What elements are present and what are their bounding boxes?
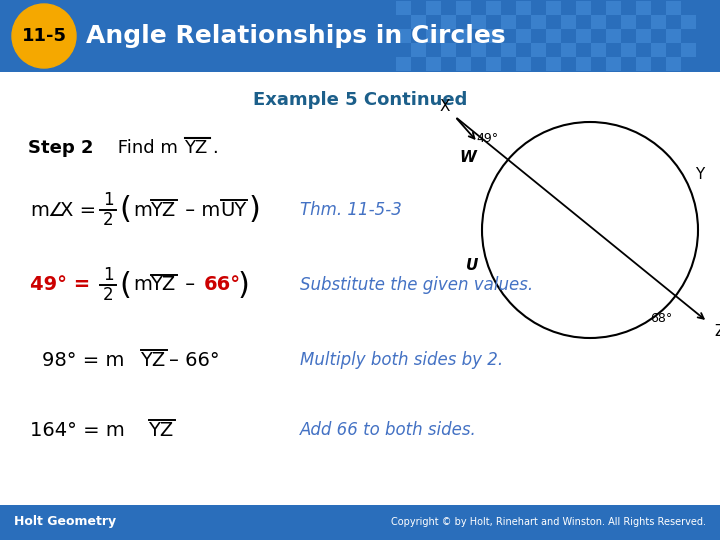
Text: 2: 2 bbox=[103, 286, 113, 304]
Bar bbox=[546, 1, 561, 15]
Bar bbox=[516, 29, 531, 43]
Text: Multiply both sides by 2.: Multiply both sides by 2. bbox=[300, 351, 503, 369]
Bar bbox=[621, 15, 636, 29]
Bar bbox=[531, 43, 546, 57]
Bar bbox=[396, 29, 411, 43]
Bar bbox=[411, 43, 426, 57]
Bar bbox=[456, 29, 471, 43]
Bar bbox=[636, 57, 651, 71]
Text: –: – bbox=[179, 275, 202, 294]
Text: UY: UY bbox=[220, 200, 246, 219]
Text: m: m bbox=[133, 275, 152, 294]
Bar bbox=[546, 29, 561, 43]
Bar bbox=[441, 43, 456, 57]
Bar bbox=[666, 29, 681, 43]
Bar bbox=[486, 29, 501, 43]
Text: 164° = m: 164° = m bbox=[30, 421, 125, 440]
Text: X: X bbox=[440, 99, 450, 114]
Text: YZ: YZ bbox=[150, 275, 175, 294]
Bar bbox=[486, 57, 501, 71]
Text: m: m bbox=[30, 200, 49, 219]
Text: Step 2: Step 2 bbox=[28, 139, 94, 157]
Text: Find m: Find m bbox=[112, 139, 178, 157]
Text: 49° =: 49° = bbox=[30, 275, 97, 294]
Text: YZ: YZ bbox=[148, 421, 174, 440]
Bar bbox=[546, 57, 561, 71]
Text: 98° = m: 98° = m bbox=[42, 350, 125, 369]
Text: ): ) bbox=[238, 271, 250, 300]
Bar bbox=[471, 15, 486, 29]
Text: W: W bbox=[459, 150, 476, 165]
Text: Z: Z bbox=[714, 324, 720, 339]
Text: ∠: ∠ bbox=[47, 200, 65, 219]
Text: Angle Relationships in Circles: Angle Relationships in Circles bbox=[86, 24, 505, 48]
Text: Example 5 Continued: Example 5 Continued bbox=[253, 91, 467, 109]
Text: – 66°: – 66° bbox=[169, 350, 220, 369]
Bar bbox=[606, 1, 621, 15]
Text: 49°: 49° bbox=[476, 132, 498, 145]
Bar bbox=[651, 15, 666, 29]
Text: 1: 1 bbox=[103, 266, 113, 284]
Text: 2: 2 bbox=[103, 211, 113, 229]
Text: 66°: 66° bbox=[204, 275, 241, 294]
Bar bbox=[426, 29, 441, 43]
Bar bbox=[606, 57, 621, 71]
Bar bbox=[576, 1, 591, 15]
Text: YZ: YZ bbox=[140, 350, 166, 369]
Text: Copyright © by Holt, Rinehart and Winston. All Rights Reserved.: Copyright © by Holt, Rinehart and Winsto… bbox=[391, 517, 706, 527]
Bar bbox=[456, 57, 471, 71]
Bar bbox=[411, 15, 426, 29]
Text: Substitute the given values.: Substitute the given values. bbox=[300, 276, 533, 294]
Bar bbox=[426, 57, 441, 71]
Bar bbox=[501, 43, 516, 57]
Text: Add 66 to both sides.: Add 66 to both sides. bbox=[300, 421, 477, 439]
Bar bbox=[0, 0, 720, 72]
Text: ): ) bbox=[249, 195, 261, 225]
Text: 1: 1 bbox=[103, 191, 113, 209]
Bar bbox=[531, 15, 546, 29]
Text: (: ( bbox=[119, 195, 131, 225]
Text: Thm. 11-5-3: Thm. 11-5-3 bbox=[300, 201, 402, 219]
Text: Y: Y bbox=[696, 167, 704, 182]
Bar bbox=[666, 1, 681, 15]
Bar bbox=[621, 43, 636, 57]
Bar bbox=[516, 1, 531, 15]
Bar bbox=[426, 1, 441, 15]
Text: 11-5: 11-5 bbox=[22, 27, 66, 45]
Bar bbox=[591, 43, 606, 57]
Text: Holt Geometry: Holt Geometry bbox=[14, 516, 116, 529]
Bar bbox=[471, 43, 486, 57]
Text: X =: X = bbox=[60, 200, 102, 219]
Bar bbox=[651, 43, 666, 57]
Text: – m: – m bbox=[179, 200, 220, 219]
Bar bbox=[486, 1, 501, 15]
Text: 68°: 68° bbox=[650, 312, 672, 325]
Bar bbox=[396, 1, 411, 15]
Bar bbox=[0, 505, 720, 540]
Circle shape bbox=[12, 4, 76, 68]
Text: U: U bbox=[466, 258, 478, 273]
Bar bbox=[396, 57, 411, 71]
Bar bbox=[636, 1, 651, 15]
Bar bbox=[681, 43, 696, 57]
Text: YZ: YZ bbox=[184, 139, 207, 157]
Bar bbox=[576, 57, 591, 71]
Bar bbox=[456, 1, 471, 15]
Bar bbox=[666, 57, 681, 71]
Bar bbox=[561, 15, 576, 29]
Bar bbox=[501, 15, 516, 29]
Text: .: . bbox=[212, 139, 217, 157]
Text: YZ: YZ bbox=[150, 200, 175, 219]
Text: m: m bbox=[133, 200, 152, 219]
Bar bbox=[516, 57, 531, 71]
Bar bbox=[606, 29, 621, 43]
Text: (: ( bbox=[119, 271, 131, 300]
Bar bbox=[561, 43, 576, 57]
Bar bbox=[636, 29, 651, 43]
Bar bbox=[441, 15, 456, 29]
Bar bbox=[591, 15, 606, 29]
Bar bbox=[576, 29, 591, 43]
Bar bbox=[681, 15, 696, 29]
